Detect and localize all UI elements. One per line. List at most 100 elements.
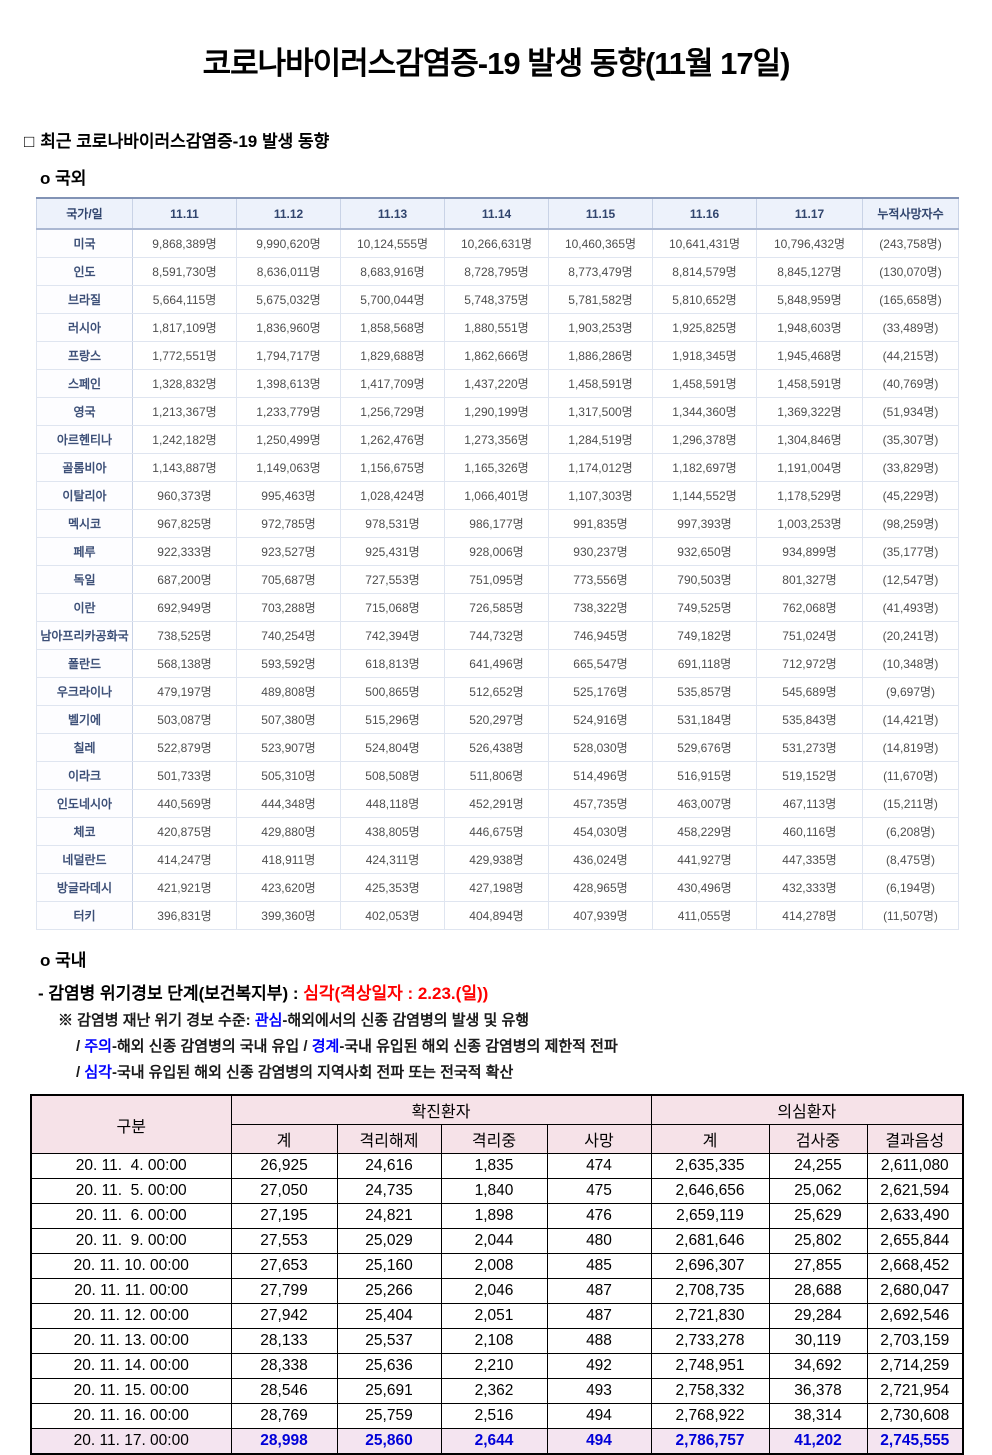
row-header-cell: 이탈리아 xyxy=(36,481,133,510)
value-cell: 446,675명 xyxy=(444,817,549,846)
table-row: 20. 11. 9. 00:00 27,553 25,029 2,044 480 2,68… xyxy=(30,1228,964,1254)
value-cell: 447,335명 xyxy=(756,845,863,874)
value-cell: 25,266 xyxy=(336,1278,442,1304)
value-cell: 25,759 xyxy=(336,1403,442,1429)
value-cell: 28,133 xyxy=(230,1328,338,1354)
value-cell: 1,948,603명 xyxy=(756,313,863,342)
note2-p2: -해외 신종 감염병의 국내 유입 / xyxy=(111,1038,312,1055)
note1-rest: -해외에서의 신종 감염병의 발생 및 유행 xyxy=(282,1012,530,1029)
value-cell: 1,772,551명 xyxy=(132,341,237,370)
value-cell: 28,998 xyxy=(230,1428,338,1455)
value-cell: 438,805명 xyxy=(340,817,445,846)
value-cell: 34,692 xyxy=(768,1353,868,1379)
section-heading: □ 최근 코로나바이러스감염증-19 발생 동향 xyxy=(24,127,992,152)
table-row: 독일 687,200명 705,687명 727,553명 751,095명 773,55… xyxy=(36,565,959,594)
value-cell: (6,208명) xyxy=(862,817,959,846)
value-cell: 505,310명 xyxy=(236,761,341,790)
value-cell: 8,683,916명 xyxy=(340,257,445,286)
row-header-cell: 골롬비아 xyxy=(36,453,133,482)
row-header-cell: 20. 11. 9. 00:00 xyxy=(30,1228,232,1254)
value-cell: 523,907명 xyxy=(236,733,341,762)
value-cell: (20,241명) xyxy=(862,621,959,650)
value-cell: 487 xyxy=(546,1303,652,1329)
row-header-cell: 독일 xyxy=(36,565,133,594)
value-cell: 972,785명 xyxy=(236,509,341,538)
value-cell: (9,697명) xyxy=(862,677,959,706)
value-cell: 1,862,666명 xyxy=(444,341,549,370)
intl-cases-table: 국가/일 11.11 11.12 11.13 11.14 11.15 11.16… xyxy=(36,197,959,930)
value-cell: 25,860 xyxy=(336,1428,442,1455)
value-cell: 27,942 xyxy=(230,1303,338,1329)
value-cell: 2,108 xyxy=(440,1328,548,1354)
row-header-cell: 남아프리카공화국 xyxy=(36,621,133,650)
column-header-suspected-total: 계 xyxy=(650,1124,770,1154)
value-cell: 1,898 xyxy=(440,1203,548,1229)
row-header-cell: 방글라데시 xyxy=(36,873,133,902)
value-cell: 1,149,063명 xyxy=(236,453,341,482)
row-header-cell: 20. 11. 17. 00:00 xyxy=(30,1428,232,1455)
value-cell: 5,781,582명 xyxy=(548,285,653,314)
column-header-released: 격리해제 xyxy=(336,1124,442,1154)
row-header-cell: 칠레 xyxy=(36,733,133,762)
value-cell: 8,636,011명 xyxy=(236,257,341,286)
value-cell: 2,733,278 xyxy=(650,1328,770,1354)
value-cell: 28,769 xyxy=(230,1403,338,1429)
row-header-cell: 프랑스 xyxy=(36,341,133,370)
value-cell: 738,525명 xyxy=(132,621,237,650)
value-cell: 399,360명 xyxy=(236,901,341,930)
value-cell: 2,692,546 xyxy=(866,1303,964,1329)
value-cell: 420,875명 xyxy=(132,817,237,846)
value-cell: 414,278명 xyxy=(756,901,863,930)
value-cell: (6,194명) xyxy=(862,873,959,902)
value-cell: 507,380명 xyxy=(236,705,341,734)
row-header-cell: 페루 xyxy=(36,537,133,566)
value-cell: 528,030명 xyxy=(548,733,653,762)
value-cell: 2,681,646 xyxy=(650,1228,770,1254)
table-row: 20. 11. 4. 00:00 26,925 24,616 1,835 474 2,63… xyxy=(30,1153,964,1179)
row-header-cell: 폴란드 xyxy=(36,649,133,678)
value-cell: 2,659,119 xyxy=(650,1203,770,1229)
column-header-gubun: 구분 xyxy=(30,1094,232,1154)
value-cell: 25,629 xyxy=(768,1203,868,1229)
value-cell: 27,195 xyxy=(230,1203,338,1229)
column-header-negative: 결과음성 xyxy=(866,1124,964,1154)
value-cell: 751,095명 xyxy=(444,565,549,594)
value-cell: 494 xyxy=(546,1403,652,1429)
value-cell: 922,333명 xyxy=(132,537,237,566)
row-header-cell: 20. 11. 12. 00:00 xyxy=(30,1303,232,1329)
value-cell: 1,143,887명 xyxy=(132,453,237,482)
row-header-cell: 벨기에 xyxy=(36,705,133,734)
value-cell: 762,068명 xyxy=(756,593,863,622)
section-heading-text: 최근 코로나바이러스감염증-19 발생 동향 xyxy=(40,132,330,151)
value-cell: 9,868,389명 xyxy=(132,228,237,258)
value-cell: 1,829,688명 xyxy=(340,341,445,370)
value-cell: 429,938명 xyxy=(444,845,549,874)
table-row: 터키 396,831명 399,360명 402,053명 404,894명 407,93… xyxy=(36,901,959,930)
subsection-domestic: o 국내 xyxy=(40,951,87,970)
value-cell: 444,348명 xyxy=(236,789,341,818)
value-cell: 1,156,675명 xyxy=(340,453,445,482)
column-header-date: 11.17 xyxy=(756,197,863,230)
value-cell: 991,835명 xyxy=(548,509,653,538)
value-cell: 930,237명 xyxy=(548,537,653,566)
domestic-header-row-subcolumns: 계 격리해제 격리중 사망 계 검사중 결과음성 xyxy=(31,1124,964,1154)
value-cell: 529,676명 xyxy=(652,733,757,762)
row-header-cell: 20. 11. 15. 00:00 xyxy=(30,1378,232,1404)
row-header-cell: 체코 xyxy=(36,817,133,846)
value-cell: 1,233,779명 xyxy=(236,397,341,426)
column-header-testing: 검사중 xyxy=(768,1124,868,1154)
level-severe: 심각 xyxy=(84,1064,112,1081)
value-cell: 1,918,345명 xyxy=(652,341,757,370)
value-cell: 428,965명 xyxy=(548,873,653,902)
value-cell: 25,802 xyxy=(768,1228,868,1254)
value-cell: 508,508명 xyxy=(340,761,445,790)
value-cell: 487 xyxy=(546,1278,652,1304)
row-header-cell: 영국 xyxy=(36,397,133,426)
value-cell: 511,806명 xyxy=(444,761,549,790)
value-cell: 2,210 xyxy=(440,1353,548,1379)
value-cell: 27,653 xyxy=(230,1253,338,1279)
value-cell: 407,939명 xyxy=(548,901,653,930)
table-row: 스페인 1,328,832명 1,398,613명 1,417,709명 1,437,2… xyxy=(36,369,959,398)
domestic-cases-table: 구분 확진환자 의심환자 계 격리해제 격리중 사망 계 검사중 결과음성 20… xyxy=(30,1094,965,1455)
